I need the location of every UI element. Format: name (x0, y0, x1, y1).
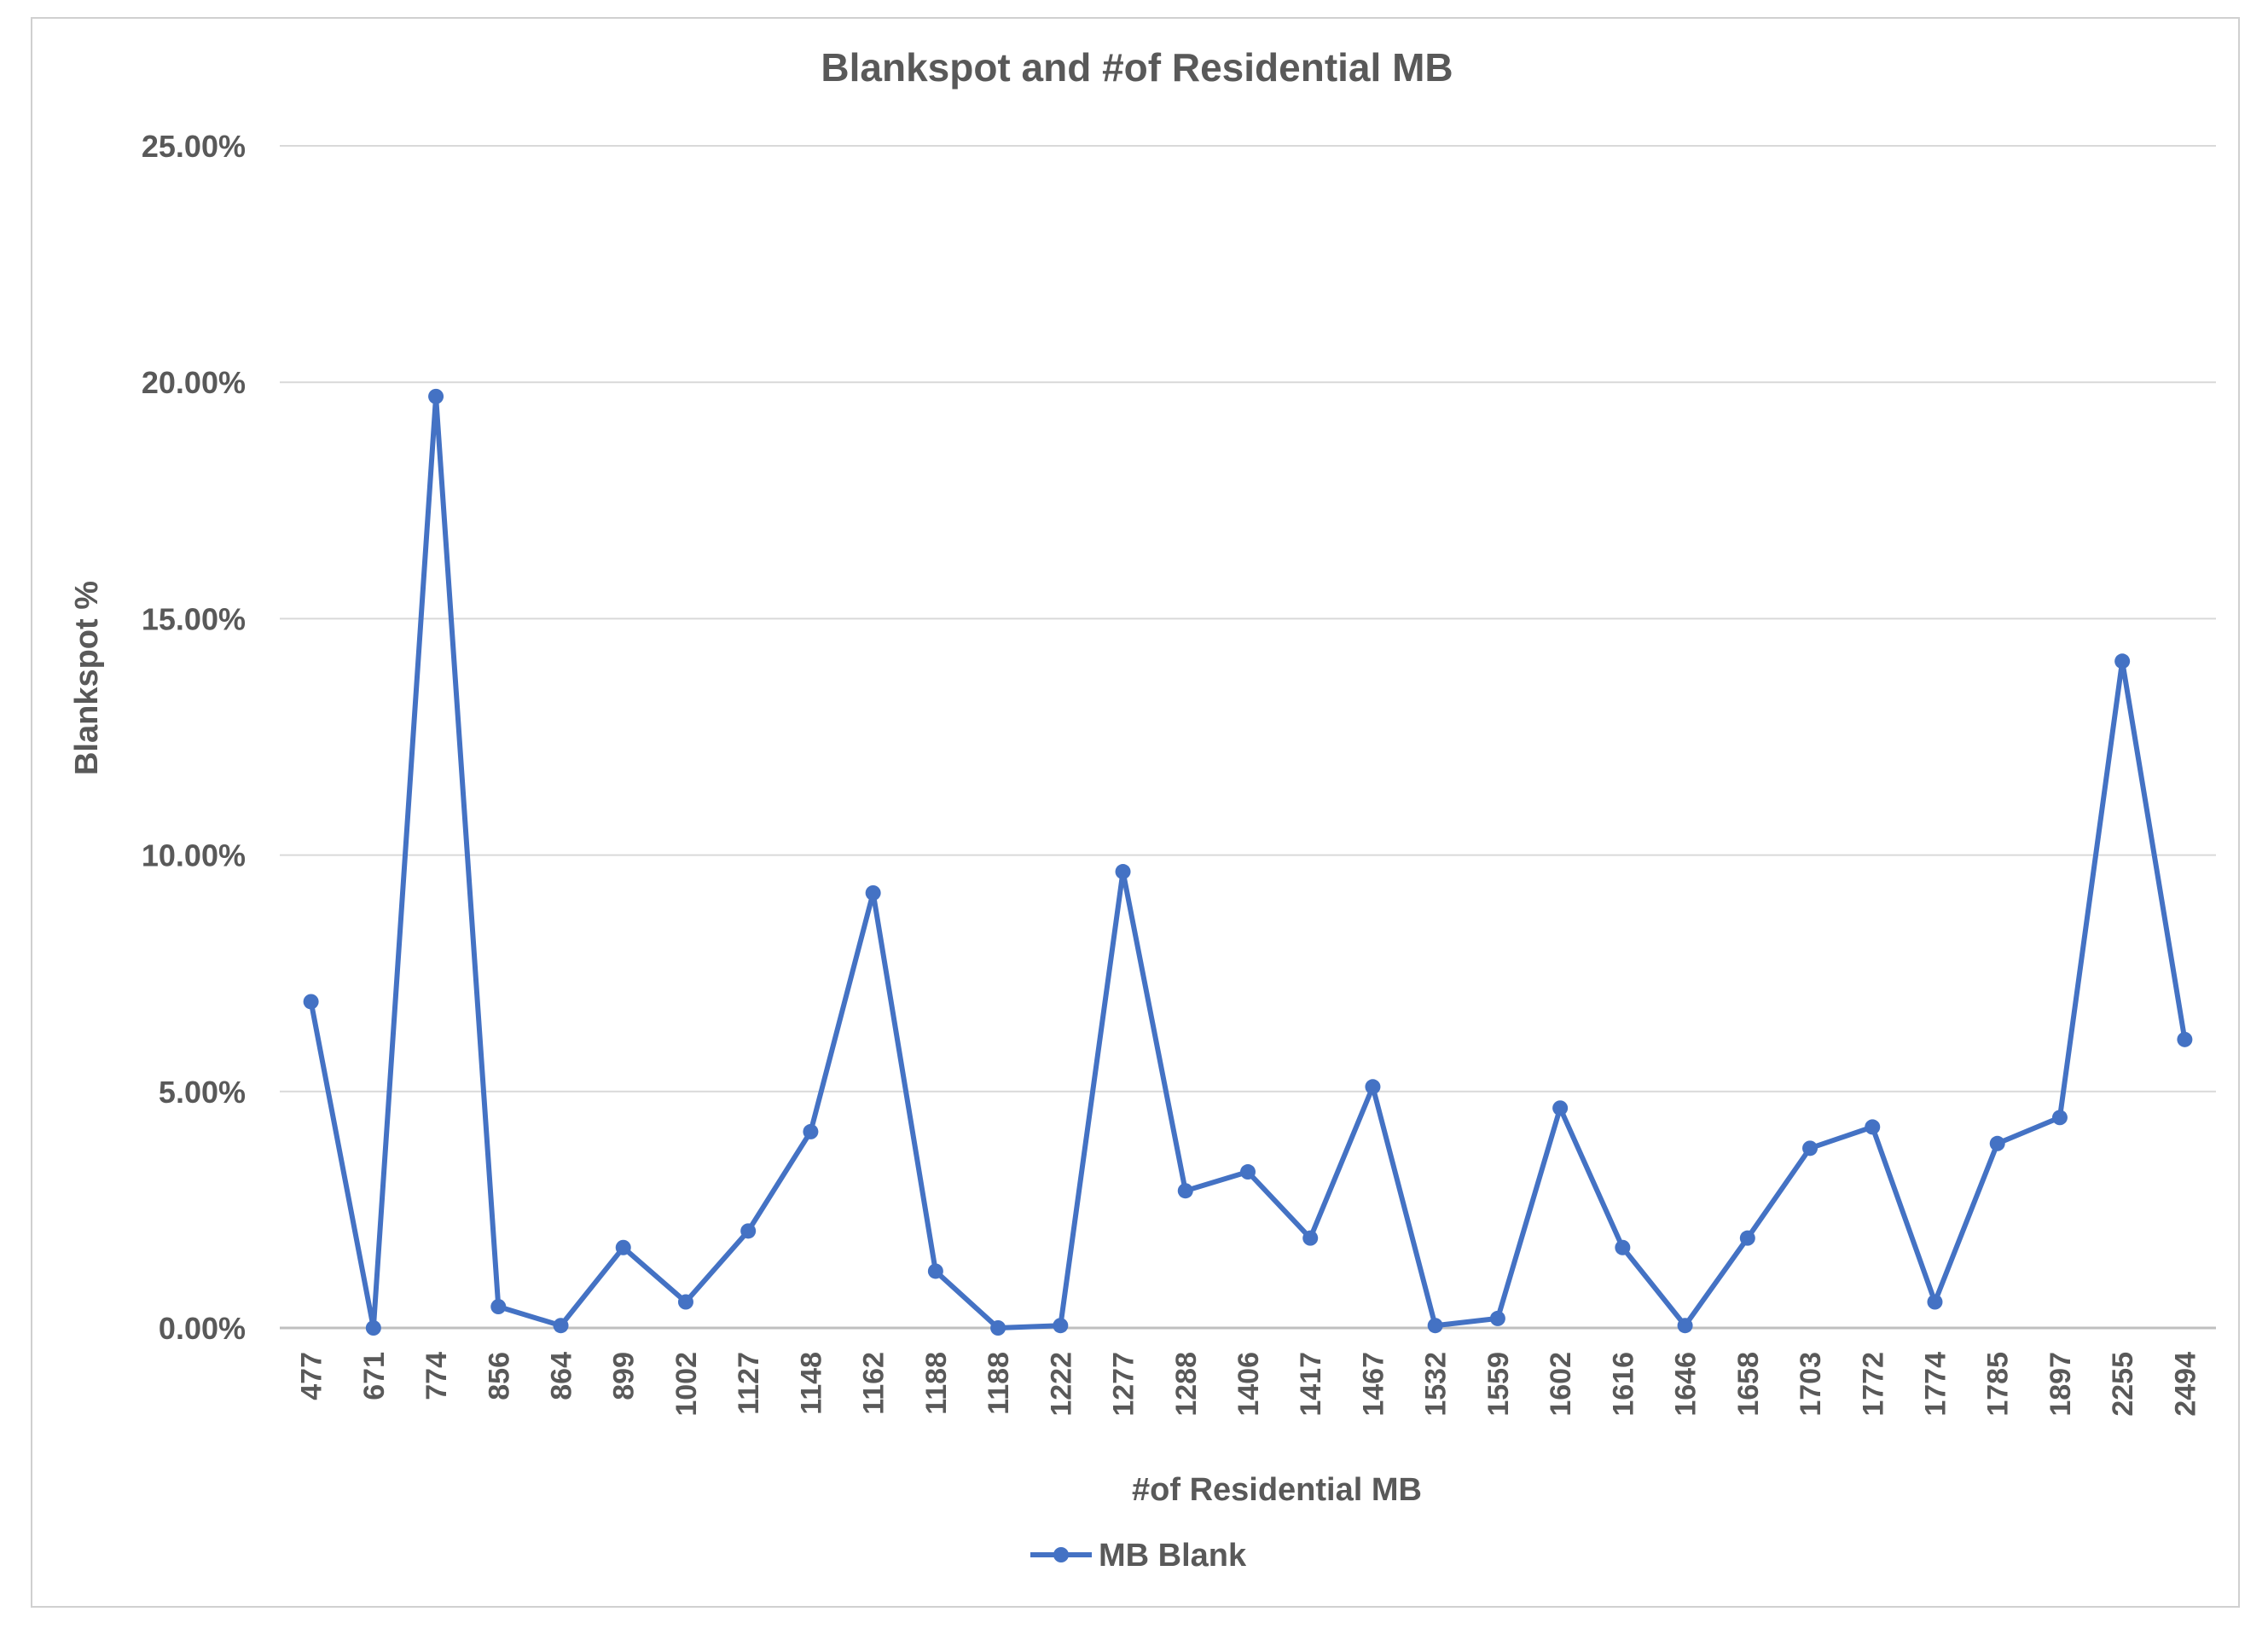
x-tick-label: 1602 (1545, 1352, 1577, 1417)
x-tick-label: 2494 (2169, 1352, 2201, 1417)
data-point (1053, 1318, 1069, 1334)
data-point (677, 1294, 693, 1310)
data-point (927, 1263, 943, 1279)
y-tick-label: 10.00% (142, 838, 246, 873)
x-tick-label: 864 (546, 1352, 578, 1400)
x-tick-label: 1646 (1670, 1352, 1702, 1417)
data-point (1115, 864, 1131, 880)
x-tick-label: 1406 (1233, 1352, 1265, 1417)
data-point (1927, 1294, 1943, 1310)
data-point (553, 1318, 569, 1334)
legend: MB Blank (1030, 1538, 1247, 1574)
data-point (1489, 1310, 1505, 1326)
legend-point-marker (1053, 1547, 1069, 1562)
y-tick-label: 5.00% (159, 1075, 246, 1110)
data-point (2177, 1031, 2193, 1047)
x-tick-label: 1222 (1045, 1352, 1077, 1417)
data-point (990, 1320, 1006, 1336)
x-tick-label: 1188 (983, 1352, 1015, 1415)
data-point (615, 1239, 631, 1255)
x-tick-label: 477 (296, 1352, 328, 1400)
data-point (1865, 1119, 1881, 1135)
x-tick-label: 856 (483, 1352, 515, 1400)
x-tick-label: 1288 (1170, 1352, 1203, 1417)
data-point (2051, 1110, 2068, 1126)
data-point (1365, 1079, 1381, 1095)
x-tick-label: 774 (421, 1352, 453, 1400)
data-point (365, 1320, 381, 1336)
x-tick-label: 1616 (1607, 1352, 1639, 1417)
data-point (1240, 1164, 1256, 1180)
x-tick-label: 899 (608, 1352, 641, 1400)
x-tick-label: 1417 (1295, 1352, 1327, 1417)
data-point (1427, 1318, 1443, 1334)
x-tick-label: 1002 (670, 1352, 703, 1417)
x-axis-title: #of Residential MB (1132, 1472, 1422, 1508)
x-tick-label: 1785 (1982, 1352, 2015, 1417)
series-mb-blank (303, 388, 2193, 1336)
x-tick-label: 1703 (1795, 1352, 1827, 1417)
x-tick-label: 671 (358, 1352, 391, 1400)
x-tick-label: 1772 (1857, 1352, 1889, 1417)
data-point (1615, 1239, 1631, 1255)
x-tick-label: 1127 (733, 1352, 765, 1415)
x-axis-ticks: 477 671 774 856 864 899 1002 1127 1148 1162 1188 11… (296, 1352, 2202, 1417)
line-chart: Blankspot and #of Residential MB 0.00% 5.… (69, 45, 2216, 1574)
x-tick-label: 1148 (795, 1352, 827, 1415)
data-point (1802, 1140, 1818, 1157)
x-tick-label: 1277 (1108, 1352, 1140, 1417)
y-tick-label: 0.00% (159, 1311, 246, 1346)
data-point (803, 1123, 819, 1139)
x-tick-label: 2255 (2107, 1352, 2139, 1417)
data-point (2114, 653, 2131, 670)
data-point (740, 1223, 757, 1239)
y-tick-label: 15.00% (142, 601, 246, 636)
x-tick-label: 1559 (1482, 1352, 1515, 1417)
data-point (1989, 1135, 2005, 1151)
x-tick-label: 1774 (1919, 1352, 1952, 1417)
x-tick-label: 1658 (1732, 1352, 1765, 1417)
chart-frame: Blankspot and #of Residential MB 0.00% 5.… (31, 17, 2240, 1608)
y-tick-label: 20.00% (142, 365, 246, 400)
x-tick-label: 1467 (1357, 1352, 1389, 1417)
gridlines (280, 145, 2216, 1330)
data-point (865, 884, 881, 901)
x-tick-label: 1897 (2045, 1352, 2077, 1417)
y-tick-label: 25.00% (142, 129, 246, 164)
data-point (1552, 1100, 1569, 1116)
chart-title: Blankspot and #of Residential MB (821, 45, 1453, 90)
legend-label: MB Blank (1099, 1538, 1247, 1574)
x-tick-label: 1532 (1420, 1352, 1453, 1417)
data-point (303, 994, 319, 1010)
y-axis-title: Blankspot % (69, 581, 105, 775)
data-point (1302, 1230, 1319, 1246)
series-line (308, 393, 2188, 1330)
data-point (490, 1299, 507, 1315)
y-axis-ticks: 0.00% 5.00% 10.00% 15.00% 20.00% 25.00% (142, 129, 246, 1346)
data-point (1177, 1183, 1193, 1199)
data-point (1677, 1318, 1693, 1334)
x-tick-label: 1188 (920, 1352, 953, 1415)
data-point (1739, 1230, 1755, 1246)
data-point (428, 388, 444, 404)
x-tick-label: 1162 (858, 1352, 890, 1415)
